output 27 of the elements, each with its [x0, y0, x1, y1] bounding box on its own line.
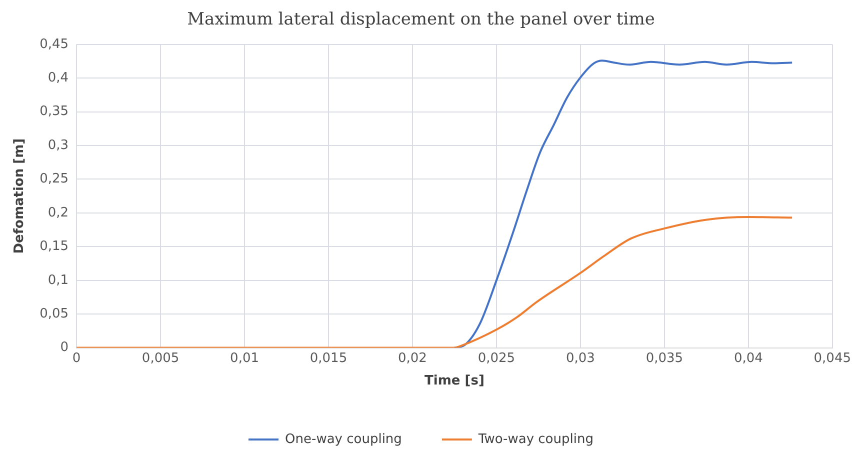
- x-tick-label: 0,025: [478, 350, 516, 366]
- x-tick-label: 0,02: [398, 350, 427, 366]
- x-tick-label: 0,04: [734, 350, 763, 366]
- y-tick-label: 0,2: [48, 205, 69, 220]
- x-tick-label: 0: [72, 350, 81, 366]
- line-series: [76, 216, 794, 348]
- y-tick-label: 0,25: [40, 172, 69, 187]
- line-series: [453, 60, 794, 348]
- y-tick-label: 0,4: [48, 70, 69, 86]
- y-tick-label: 0,1: [48, 272, 69, 288]
- x-axis-title: Time [s]: [424, 374, 484, 389]
- x-tick-label: 0,03: [566, 350, 595, 366]
- x-tick-label: 0,01: [230, 350, 259, 366]
- x-tick-label: 0,005: [142, 350, 180, 366]
- x-tick-label: 0,015: [310, 350, 348, 366]
- y-tick-label: 0,3: [48, 138, 69, 153]
- y-tick-label: 0: [60, 340, 69, 356]
- y-tick-label: 0,35: [40, 104, 69, 120]
- x-tick-label: 0,035: [646, 350, 684, 366]
- legend-label: One-way coupling: [285, 432, 402, 447]
- x-tick-label: 0,045: [814, 350, 851, 366]
- y-axis-title: Defomation [m]: [12, 138, 28, 254]
- y-tick-label: 0,05: [40, 306, 69, 322]
- y-tick-label: 0,45: [40, 36, 69, 52]
- y-tick-label: 0,15: [40, 239, 69, 254]
- legend-label: Two-way coupling: [477, 432, 594, 447]
- chart-title: Maximum lateral displacement on the panel over time: [187, 10, 655, 30]
